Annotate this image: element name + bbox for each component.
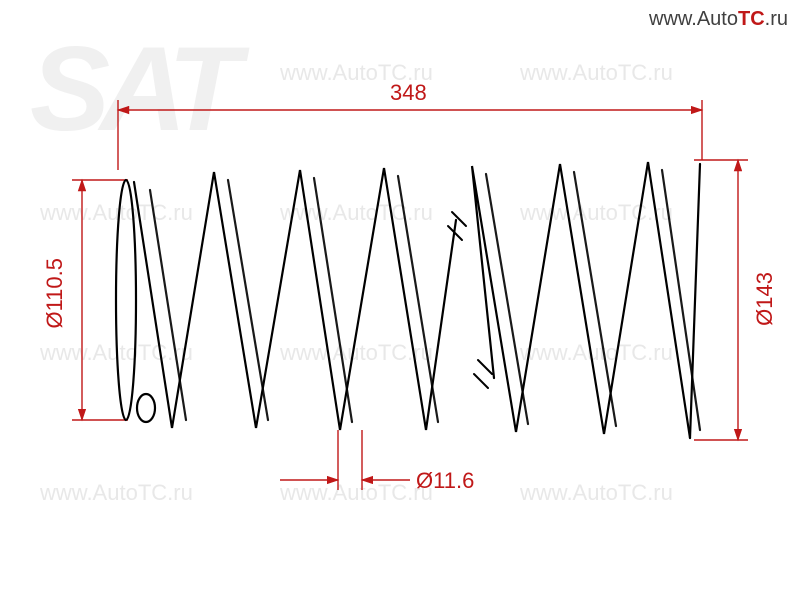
dim-left-diameter: Ø110.5 — [42, 258, 68, 329]
dim-right-diameter: Ø143 — [752, 272, 778, 326]
spring-coil — [116, 160, 709, 440]
dim-length: 348 — [390, 80, 427, 106]
dimension-lines — [72, 100, 748, 490]
dim-wire-diameter: Ø11.6 — [416, 468, 474, 494]
diagram-canvas: SAT www.AutoTC.ru www.AutoTC.ru www.Auto… — [0, 0, 800, 600]
